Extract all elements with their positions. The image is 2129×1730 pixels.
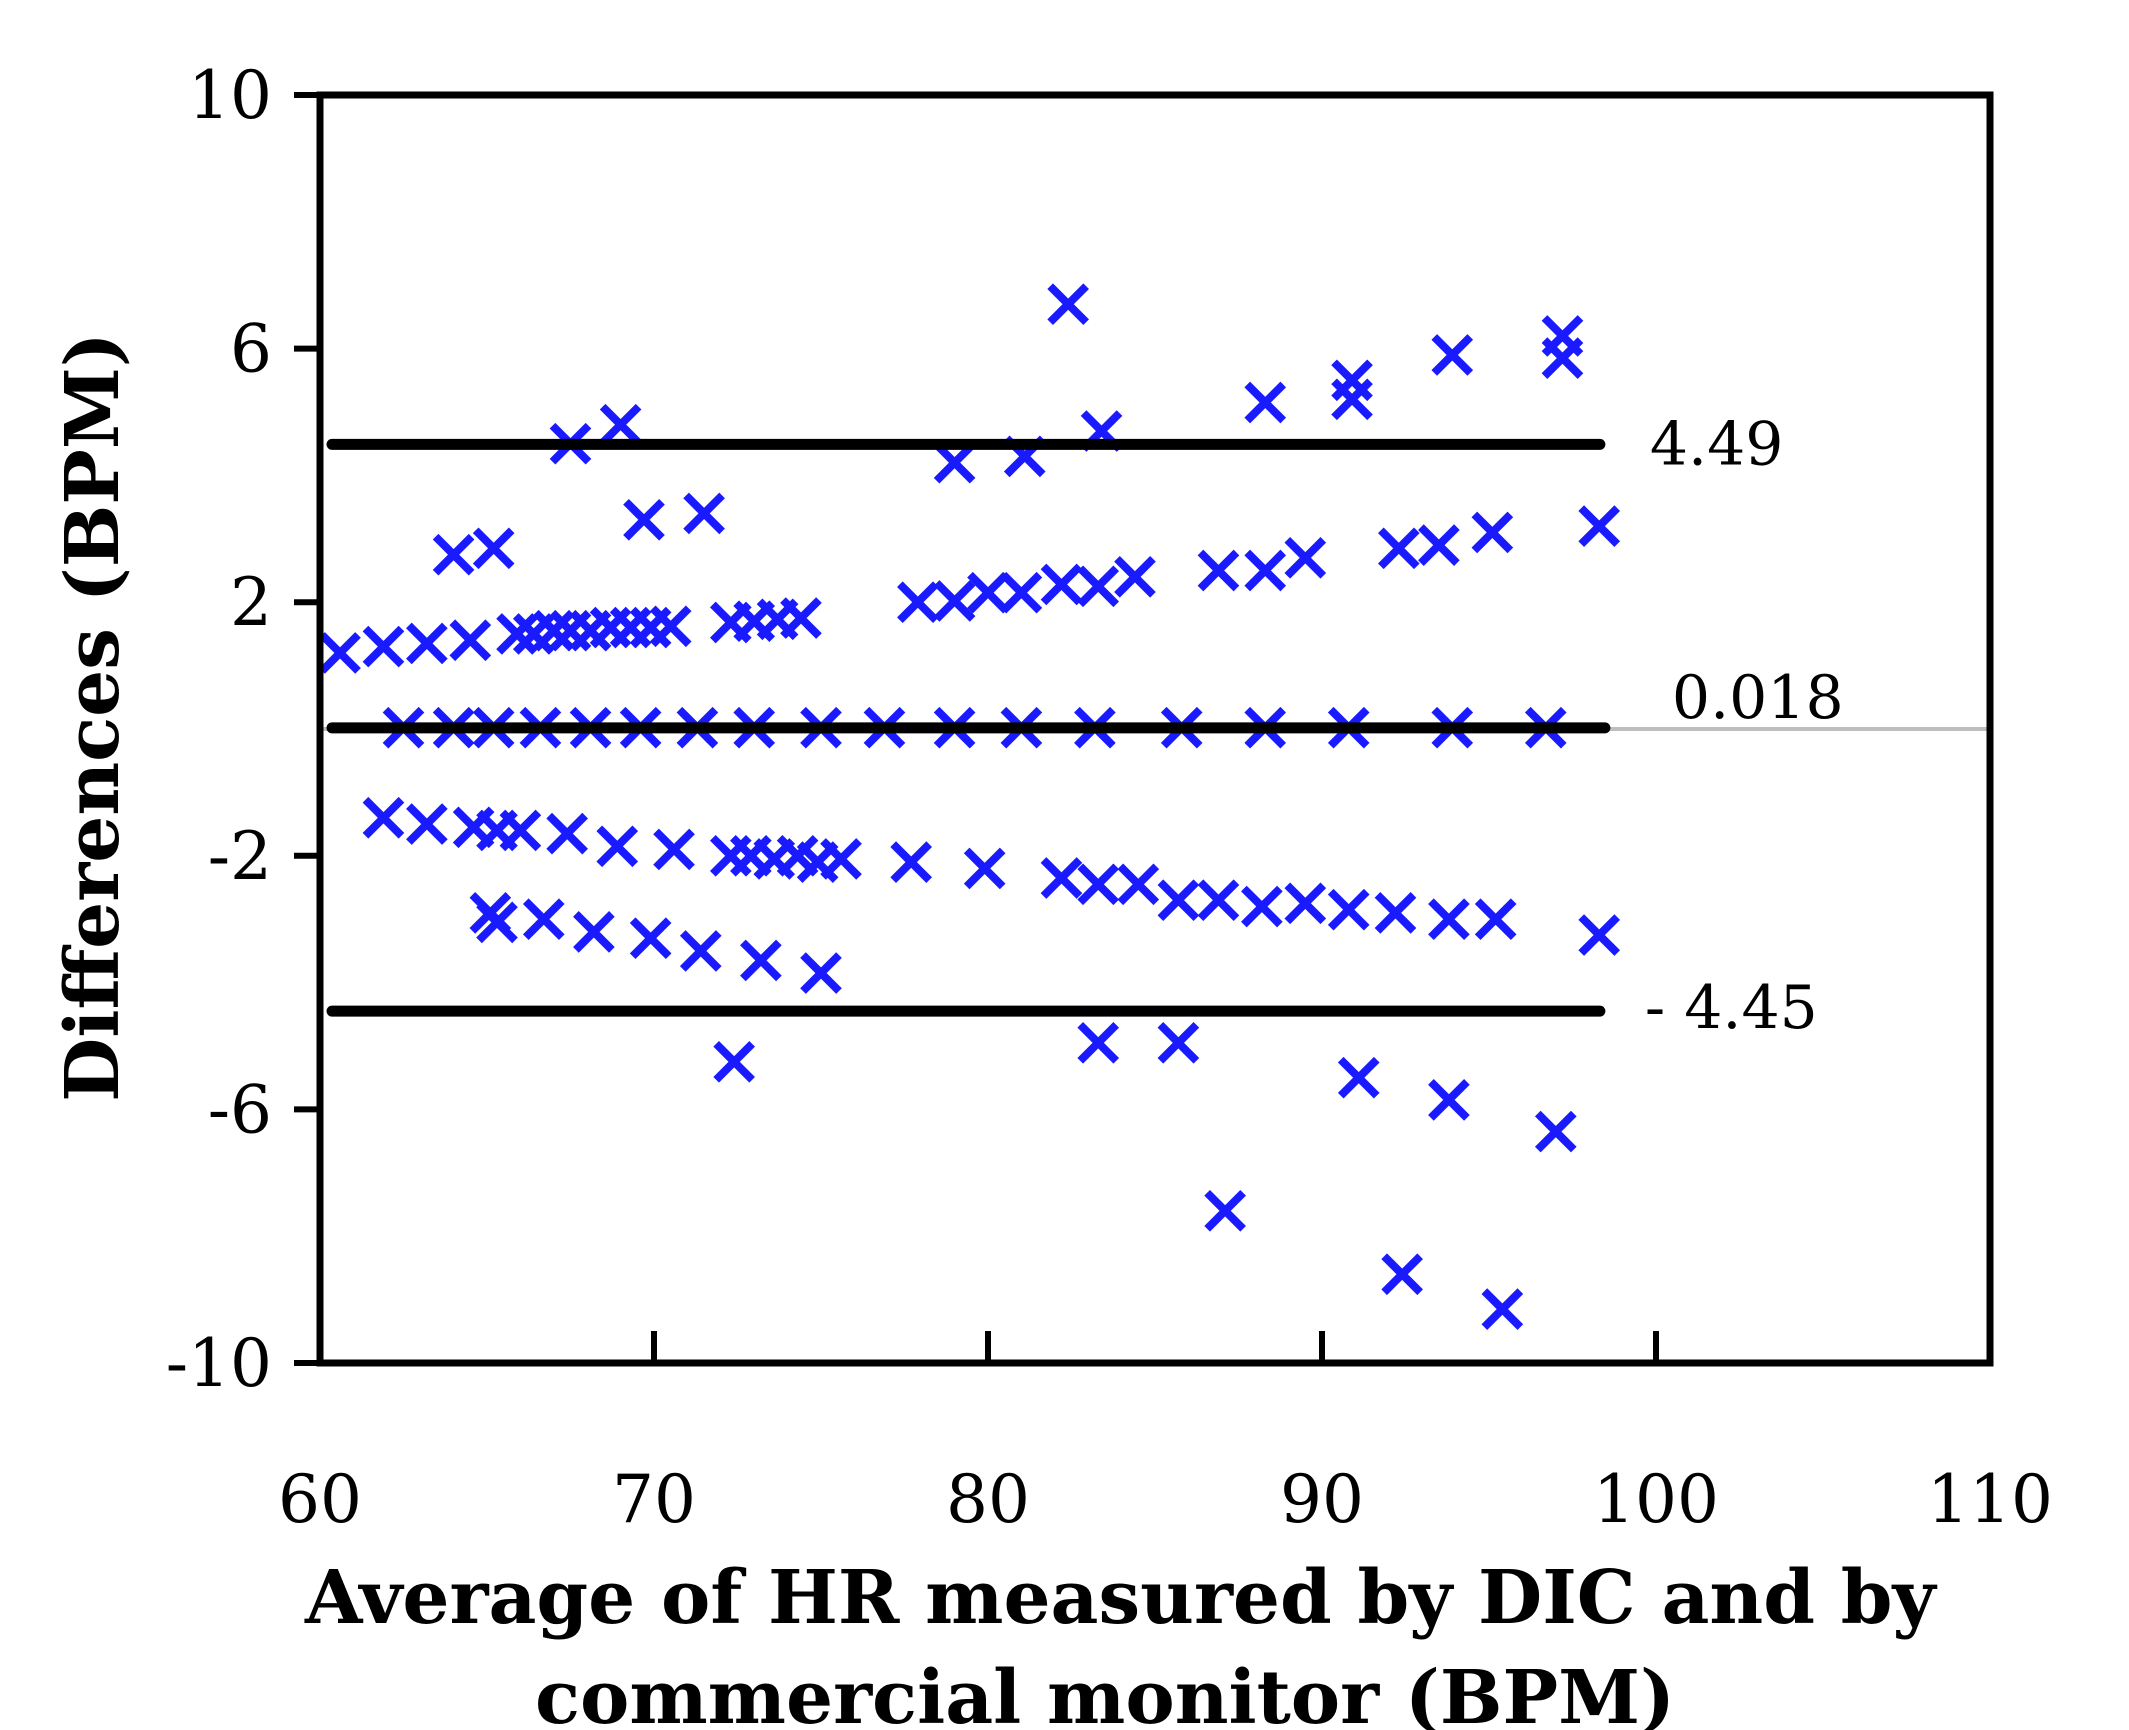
data-point-marker <box>1077 1022 1120 1064</box>
data-point-marker <box>1000 571 1043 614</box>
x-tick-label: 110 <box>1927 1461 2053 1538</box>
data-point-marker <box>499 809 542 852</box>
data-point-marker <box>1197 549 1240 592</box>
data-point-marker <box>1474 898 1517 941</box>
data-point-marker <box>967 571 1009 614</box>
mean-diff-label: 0.018 <box>1672 663 1844 733</box>
data-point-marker <box>1204 1190 1246 1232</box>
data-point-marker <box>780 597 822 639</box>
data-point-marker <box>1047 283 1089 326</box>
data-point-marker <box>1114 556 1156 598</box>
data-point-marker <box>1284 536 1327 579</box>
data-point-marker <box>890 841 933 883</box>
data-point-marker <box>1337 1056 1380 1099</box>
data-point-marker <box>362 796 405 839</box>
x-tick-label: 70 <box>612 1461 696 1538</box>
data-point-marker <box>522 898 565 941</box>
data-point-marker <box>713 1041 755 1083</box>
data-point-marker <box>1040 563 1083 606</box>
data-point-marker <box>1381 1253 1423 1296</box>
data-point-marker <box>319 632 361 674</box>
data-point-marker <box>1241 885 1283 928</box>
data-point-marker <box>1117 863 1160 906</box>
y-axis-title: Differences (BPM) <box>50 332 136 1102</box>
data-point-marker <box>496 613 538 655</box>
data-point-marker <box>406 622 448 665</box>
x-tick-label: 90 <box>1280 1461 1364 1538</box>
data-point-marker <box>1578 914 1621 956</box>
data-point-marker <box>820 838 862 880</box>
data-point-marker <box>546 812 588 855</box>
data-point-marker <box>933 441 976 484</box>
data-point-marker <box>1077 565 1120 608</box>
data-point-marker <box>1374 892 1417 934</box>
data-point-marker <box>629 917 672 960</box>
data-point-marker <box>649 605 692 648</box>
data-point-marker <box>476 901 518 944</box>
data-point-marker <box>933 580 976 622</box>
x-axis-title: Average of HR measured by DIC and by com… <box>305 1548 1936 1730</box>
data-point-marker <box>1377 527 1420 570</box>
data-point-marker <box>472 527 515 570</box>
x-tick-label: 80 <box>946 1461 1030 1538</box>
data-point-marker <box>449 619 492 662</box>
data-point-marker <box>683 492 725 535</box>
data-point-marker <box>623 498 665 541</box>
data-point-marker <box>596 825 639 868</box>
data-point-marker <box>532 609 575 652</box>
data-point-marker <box>1077 863 1120 906</box>
data-point-marker <box>963 847 1006 890</box>
data-point-marker <box>1284 882 1327 925</box>
y-tick-label: 6 <box>230 311 272 388</box>
data-point-marker <box>1157 879 1200 922</box>
data-point-marker <box>800 952 842 994</box>
x-axis-title-line2: commercial monitor (BPM) <box>534 1655 1676 1730</box>
data-point-marker <box>679 930 722 972</box>
data-point-marker <box>653 828 695 871</box>
data-point-marker <box>573 911 615 953</box>
y-tick-label: -2 <box>208 818 272 895</box>
data-point-marker <box>1534 1110 1577 1153</box>
data-point-marker <box>1327 888 1370 931</box>
upper-loa-label: 4.49 <box>1650 409 1784 479</box>
data-point-marker <box>1244 549 1287 592</box>
data-point-marker <box>599 403 642 446</box>
data-point-marker <box>1428 898 1470 941</box>
data-point-marker <box>432 533 475 576</box>
y-tick-label: -6 <box>208 1071 272 1148</box>
data-point-marker <box>1481 1288 1524 1330</box>
data-point-marker <box>897 581 939 624</box>
data-point-marker <box>1431 334 1474 376</box>
data-point-marker <box>1541 337 1584 379</box>
data-point-marker <box>1331 359 1373 402</box>
plot-frame <box>316 91 1994 1367</box>
data-point-marker <box>362 625 405 668</box>
data-point-marker <box>1244 381 1287 424</box>
data-point-marker <box>1428 1079 1470 1121</box>
data-point-marker <box>1578 505 1621 547</box>
data-point-marker <box>740 939 782 982</box>
x-tick-label: 60 <box>278 1461 362 1538</box>
data-point-marker <box>1331 378 1373 421</box>
y-tick-label: 2 <box>230 564 272 641</box>
x-axis-title-line1: Average of HR measured by DIC and by <box>305 1555 1936 1641</box>
y-tick-label: 10 <box>188 57 272 134</box>
data-point-marker <box>1040 857 1083 899</box>
data-point-marker <box>1157 1022 1200 1064</box>
data-point-marker <box>406 803 448 845</box>
data-point-marker <box>1418 524 1460 566</box>
lower-loa-label: - 4.45 <box>1645 973 1818 1043</box>
data-point-marker <box>1471 511 1514 554</box>
x-tick-label: 100 <box>1593 1461 1719 1538</box>
data-point-marker <box>1197 879 1240 922</box>
y-tick-label: -10 <box>166 1325 272 1402</box>
